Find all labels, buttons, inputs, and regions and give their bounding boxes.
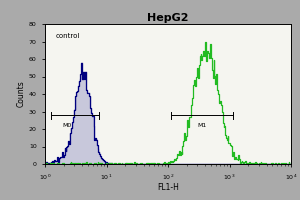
Title: HepG2: HepG2 [147,13,189,23]
Y-axis label: Counts: Counts [17,81,26,107]
X-axis label: FL1-H: FL1-H [157,183,179,192]
Text: M1: M1 [197,123,206,128]
Text: control: control [56,33,80,39]
Text: M0: M0 [62,123,71,128]
